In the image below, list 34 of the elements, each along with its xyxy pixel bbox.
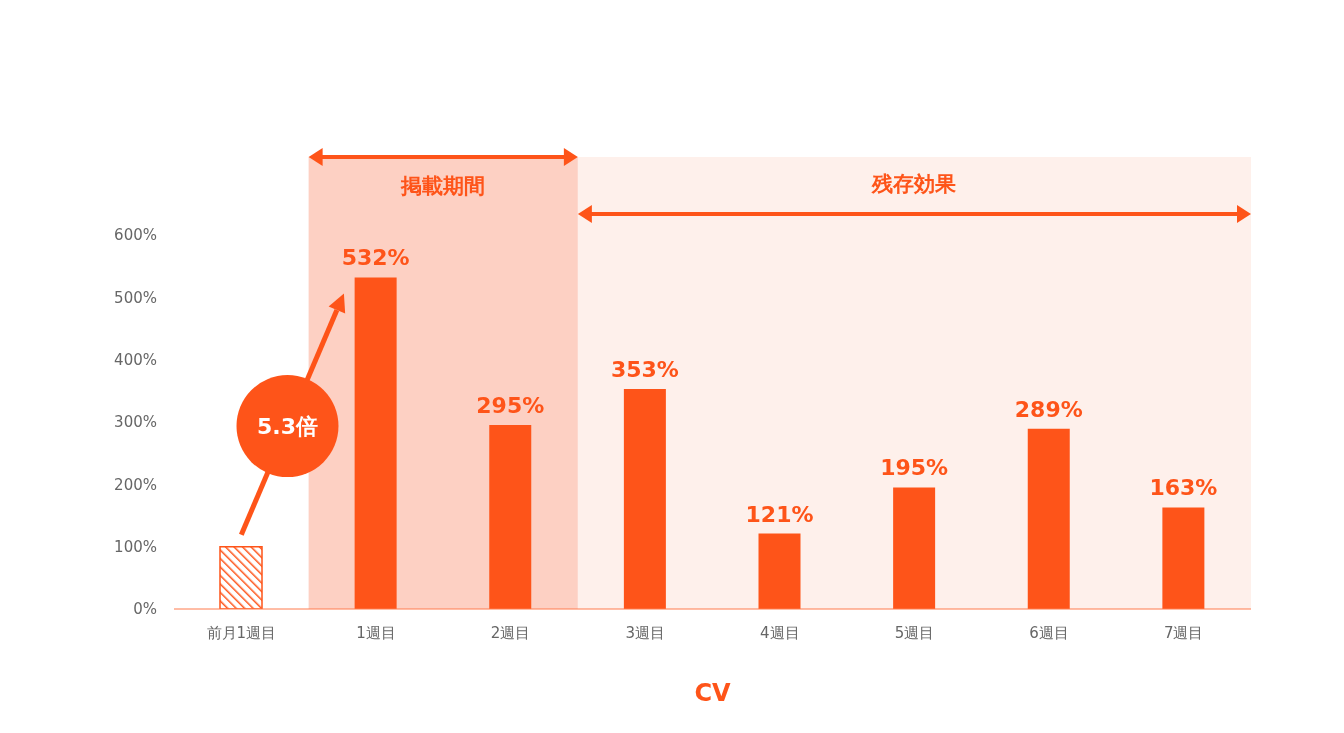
bar: [354, 277, 397, 609]
data-label: 295%: [476, 393, 545, 419]
data-label: 353%: [610, 356, 679, 382]
bar: [489, 425, 532, 609]
x-tick-label: 1週目: [356, 623, 396, 642]
bar: [758, 533, 801, 609]
bar: [1027, 428, 1070, 609]
data-label: 195%: [880, 455, 949, 481]
x-tick-label: 6週目: [1029, 623, 1069, 642]
y-tick-label: 500%: [114, 288, 157, 307]
data-label: 289%: [1014, 396, 1083, 422]
x-tick-label: 4週目: [760, 623, 800, 642]
band-label: 残存効果: [871, 172, 957, 197]
x-tick-label: 7週目: [1163, 623, 1204, 642]
y-tick-label: 0%: [133, 600, 157, 619]
bar: [1162, 507, 1205, 609]
data-label: 121%: [745, 501, 814, 527]
data-label: 532%: [341, 245, 410, 271]
annotation: 5.3倍: [257, 413, 318, 439]
x-tick-label: 2週目: [490, 623, 531, 642]
x-tick-label: 3週目: [625, 623, 665, 642]
bar: [219, 545, 263, 609]
bar: [623, 388, 666, 609]
y-tick-label: 100%: [114, 537, 157, 556]
data-label: 163%: [1149, 475, 1218, 501]
y-tick-label: 400%: [114, 350, 157, 369]
x-tick-label: 前月1週目: [206, 623, 277, 642]
y-tick-label: 300%: [114, 413, 157, 432]
bar: [893, 487, 936, 609]
y-tick-label: 600%: [114, 226, 157, 245]
band-label: 掲載期間: [400, 174, 486, 199]
x-axis-title: CV: [694, 679, 732, 707]
y-tick-label: 200%: [114, 475, 157, 494]
x-tick-label: 5週目: [894, 623, 935, 642]
